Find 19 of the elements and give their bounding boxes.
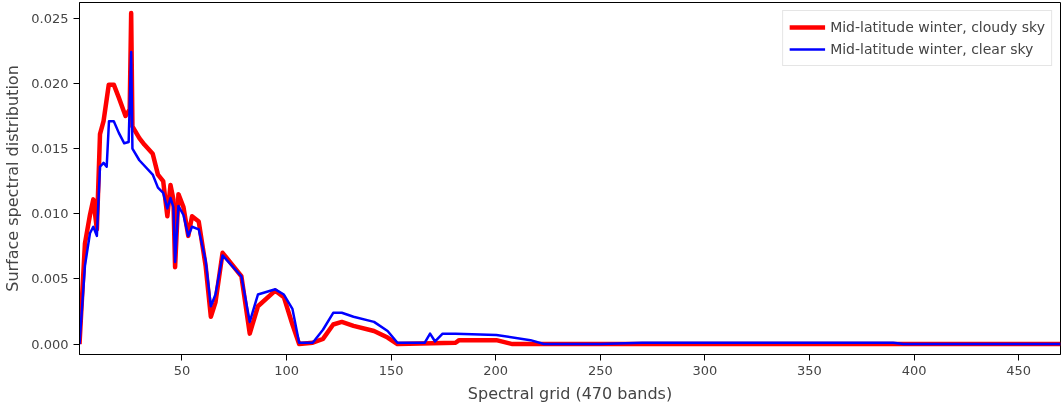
y-axis-title: Surface spectral distribution [3,65,23,292]
y-tick-label: 0.010 [31,206,69,222]
legend-label: Mid-latitude winter, cloudy sky [830,19,1045,35]
y-tick-label: 0.020 [31,75,69,91]
x-tick-label: 450 [1006,362,1032,378]
x-tick-label: 200 [483,362,509,378]
x-tick-label: 150 [378,362,404,378]
y-tick-label: 0.000 [31,336,69,352]
x-tick-label: 50 [173,362,191,378]
x-tick-label: 400 [901,362,927,378]
y-tick-label: 0.025 [31,10,69,26]
x-tick-label: 350 [797,362,822,378]
y-tick-label: 0.005 [31,271,69,287]
x-axis-title: Spectral grid (470 bands) [467,383,673,403]
y-tick-label: 0.015 [31,141,69,157]
x-tick-label: 300 [692,362,718,378]
x-tick-label: 100 [274,362,299,378]
legend-label: Mid-latitude winter, clear sky [830,41,1034,57]
x-tick-label: 250 [587,362,613,378]
